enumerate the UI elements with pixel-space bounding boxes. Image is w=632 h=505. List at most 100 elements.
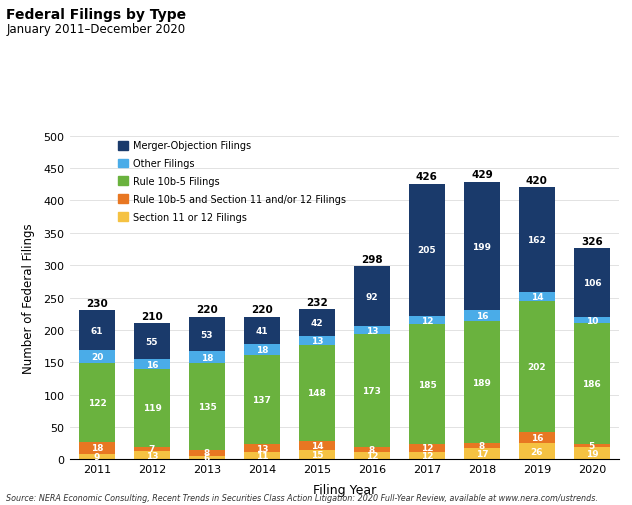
Text: 16: 16 — [146, 360, 158, 369]
Text: 220: 220 — [251, 305, 273, 315]
Bar — [79, 363, 115, 442]
Bar — [134, 451, 170, 460]
Bar — [464, 182, 500, 311]
Bar — [134, 370, 170, 446]
Text: 10: 10 — [586, 316, 598, 325]
Text: Federal Filings by Type: Federal Filings by Type — [6, 8, 186, 22]
Bar — [79, 350, 115, 363]
Bar — [244, 356, 280, 444]
Text: 61: 61 — [91, 326, 103, 335]
Bar — [409, 444, 445, 452]
Bar — [354, 267, 390, 326]
Text: 26: 26 — [531, 446, 543, 456]
Text: 42: 42 — [311, 319, 323, 328]
Text: 13: 13 — [256, 444, 268, 452]
Bar — [134, 446, 170, 451]
Text: 205: 205 — [418, 246, 436, 255]
Text: 55: 55 — [146, 337, 158, 346]
Text: 12: 12 — [421, 316, 433, 325]
Text: 173: 173 — [363, 386, 381, 395]
Text: 19: 19 — [586, 449, 598, 458]
Text: 8: 8 — [204, 448, 210, 458]
Bar — [519, 293, 555, 302]
Text: 202: 202 — [528, 363, 546, 372]
Text: 20: 20 — [91, 352, 103, 361]
Bar — [574, 444, 610, 447]
Text: 426: 426 — [416, 172, 438, 182]
Bar — [409, 184, 445, 317]
Bar — [464, 321, 500, 443]
Legend: Merger-Objection Filings, Other Filings, Rule 10b-5 Filings, Rule 10b-5 and Sect: Merger-Objection Filings, Other Filings,… — [118, 141, 346, 222]
Bar — [244, 317, 280, 344]
Bar — [244, 344, 280, 356]
Bar — [574, 249, 610, 317]
Bar — [519, 432, 555, 443]
Bar — [519, 302, 555, 432]
Text: 14: 14 — [531, 293, 543, 302]
Text: 16: 16 — [531, 433, 543, 442]
Text: 8: 8 — [369, 445, 375, 453]
Bar — [519, 188, 555, 293]
Text: 15: 15 — [311, 450, 323, 459]
Text: 18: 18 — [201, 353, 213, 362]
Bar — [574, 324, 610, 444]
Bar — [519, 443, 555, 460]
Bar — [574, 317, 610, 324]
Text: 185: 185 — [418, 380, 436, 389]
Text: 7: 7 — [149, 444, 155, 453]
Bar — [409, 324, 445, 444]
Text: 148: 148 — [308, 388, 326, 397]
Text: 9: 9 — [94, 452, 100, 461]
Text: 122: 122 — [88, 398, 106, 407]
Text: 135: 135 — [198, 402, 216, 412]
Bar — [409, 317, 445, 324]
Bar — [299, 310, 335, 337]
Bar — [464, 448, 500, 460]
Bar — [134, 324, 170, 360]
Bar — [244, 452, 280, 460]
Bar — [189, 317, 225, 351]
Text: 119: 119 — [143, 403, 161, 413]
Text: 6: 6 — [204, 453, 210, 462]
Text: 106: 106 — [583, 279, 601, 287]
Text: 230: 230 — [86, 298, 108, 308]
Text: 18: 18 — [91, 443, 103, 452]
Bar — [574, 447, 610, 460]
Bar — [299, 337, 335, 345]
Bar — [354, 326, 390, 335]
Bar — [189, 351, 225, 363]
Text: 220: 220 — [196, 305, 218, 315]
Text: 429: 429 — [471, 170, 493, 180]
Text: 14: 14 — [311, 441, 323, 450]
Text: Source: NERA Economic Consulting, Recent Trends in Securities Class Action Litig: Source: NERA Economic Consulting, Recent… — [6, 493, 599, 502]
Bar — [299, 345, 335, 441]
Text: 189: 189 — [473, 378, 491, 387]
X-axis label: Filing Year: Filing Year — [313, 483, 376, 496]
Text: 232: 232 — [306, 297, 328, 307]
Bar — [134, 360, 170, 370]
Text: 5: 5 — [589, 441, 595, 450]
Text: 13: 13 — [146, 451, 158, 460]
Bar — [354, 446, 390, 452]
Bar — [79, 311, 115, 350]
Bar — [299, 450, 335, 460]
Bar — [354, 452, 390, 460]
Bar — [299, 441, 335, 450]
Text: 162: 162 — [528, 236, 546, 245]
Bar — [409, 452, 445, 460]
Text: 326: 326 — [581, 236, 603, 246]
Y-axis label: Number of Federal Filings: Number of Federal Filings — [22, 223, 35, 373]
Text: 17: 17 — [476, 449, 488, 459]
Bar — [189, 456, 225, 460]
Text: 11: 11 — [256, 451, 268, 461]
Bar — [189, 363, 225, 450]
Bar — [189, 450, 225, 456]
Text: 186: 186 — [583, 379, 601, 388]
Text: 137: 137 — [253, 395, 271, 404]
Bar — [464, 311, 500, 321]
Text: 53: 53 — [201, 330, 213, 339]
Text: 12: 12 — [421, 443, 433, 452]
Text: 8: 8 — [479, 441, 485, 450]
Text: 12: 12 — [366, 451, 378, 460]
Text: 13: 13 — [311, 336, 323, 345]
